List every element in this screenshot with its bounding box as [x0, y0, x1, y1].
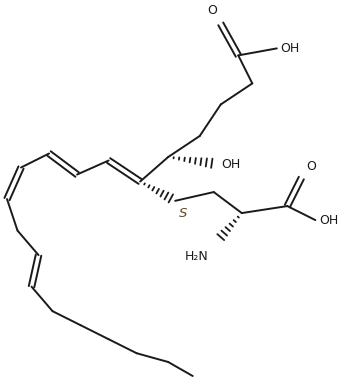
Text: O: O: [207, 4, 217, 17]
Text: O: O: [307, 160, 316, 173]
Text: OH: OH: [221, 158, 240, 170]
Text: OH: OH: [319, 213, 338, 226]
Text: H₂N: H₂N: [185, 250, 208, 263]
Text: S: S: [179, 207, 188, 220]
Text: OH: OH: [280, 42, 299, 55]
